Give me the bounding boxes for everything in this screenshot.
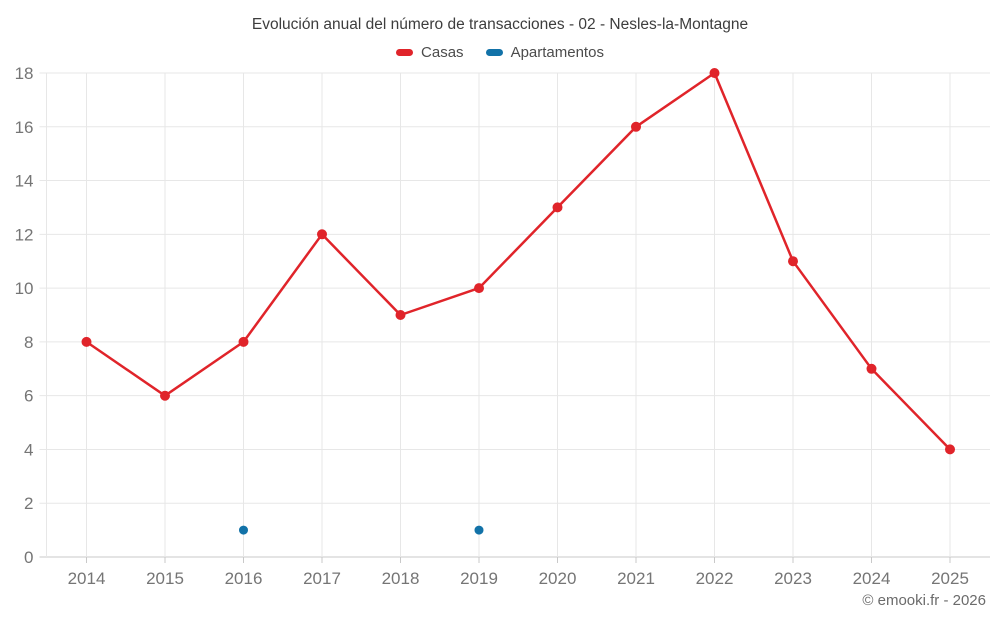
x-tick-label: 2018 [382,569,420,588]
y-tick-label: 18 [15,64,34,83]
casas-series-marker-icon [396,49,414,56]
data-point-casas [945,444,955,455]
legend-label-casas: Casas [421,44,464,61]
data-point-casas [81,336,92,347]
x-tick-label: 2021 [617,569,655,588]
y-tick-label: 2 [24,494,33,513]
y-tick-label: 16 [15,118,34,137]
x-tick-label: 2022 [696,569,734,588]
data-point-casas [238,336,249,347]
x-tick-label: 2023 [774,569,812,588]
data-point-casas [552,202,563,213]
data-point-apartamentos [239,525,248,535]
data-point-casas [160,390,170,401]
data-point-casas [709,68,720,78]
y-tick-label: 6 [24,387,33,406]
y-tick-label: 8 [24,333,33,352]
x-tick-label: 2019 [460,569,498,588]
chart-legend: Casas Apartamentos [0,44,1000,61]
chart-title: Evolución anual del número de transaccio… [251,16,749,33]
legend-item-apartamentos[interactable]: Apartamentos [485,44,604,61]
y-tick-label: 14 [15,172,34,191]
x-tick-label: 2020 [539,569,577,588]
data-point-casas [474,283,484,294]
x-tick-label: 2016 [225,569,263,588]
data-point-casas [631,121,641,132]
y-tick-label: 10 [15,279,34,298]
x-tick-label: 2014 [68,569,106,588]
data-point-casas [395,310,406,320]
x-tick-label: 2017 [303,569,341,588]
x-tick-label: 2024 [853,569,891,588]
apartamentos-series-marker-icon [485,49,503,56]
data-point-apartamentos [474,525,484,535]
data-point-casas [788,256,798,267]
x-tick-label: 2025 [931,569,969,588]
copyright-credit: © emooki.fr - 2026 [862,592,986,609]
y-tick-label: 12 [15,225,34,244]
data-point-casas [866,363,877,374]
x-tick-label: 2015 [146,569,184,588]
y-tick-label: 0 [24,548,33,567]
data-point-casas [317,229,327,240]
series-line-casas [85,71,952,451]
legend-item-casas[interactable]: Casas [396,44,464,61]
legend-label-apartamentos: Apartamentos [510,44,604,61]
y-tick-label: 4 [24,440,33,459]
